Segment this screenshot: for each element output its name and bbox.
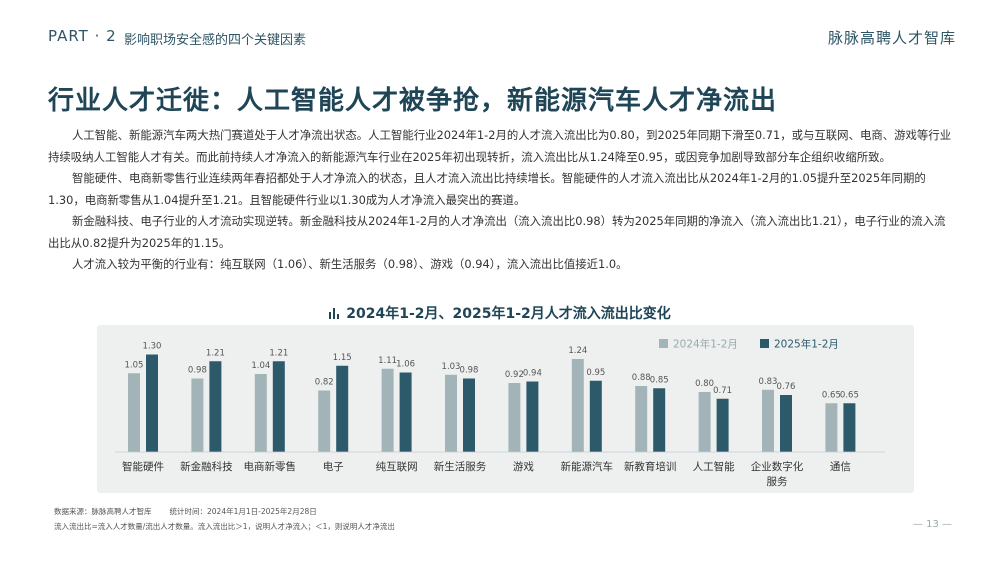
data-label: 0.80 [695, 379, 714, 389]
bar-2024 [762, 389, 774, 452]
data-label: 1.15 [333, 353, 352, 363]
category-label: 电商新零售 [244, 460, 296, 473]
bar-2024 [571, 359, 584, 452]
footnote-source-line: 数据来源：脉脉高聘人才智库 统计时间：2024年1月1日-2025年2月28日 [54, 506, 317, 517]
category-label: 新金融科技 [180, 460, 233, 473]
chart-panel: 1.05 1.30 智能硬件 0.98 1.21 新金融科技 1.04 1.21 电商新零售 0.… [97, 325, 914, 493]
bar-2025 [653, 388, 666, 452]
data-label: 1.03 [442, 362, 461, 372]
legend-swatch [760, 339, 769, 348]
page-title: 行业人才迁徙：人工智能人才被争抢，新能源汽车人才净流出 [48, 86, 778, 116]
bar-2024 [191, 378, 204, 452]
bar-2025 [843, 403, 856, 452]
data-label: 0.82 [315, 378, 334, 388]
category-label: 人工智能 [693, 460, 735, 473]
data-label: 1.21 [206, 348, 225, 358]
data-label: 0.85 [650, 375, 669, 385]
bar-2024 [128, 373, 140, 452]
data-label: 0.92 [505, 370, 524, 380]
page-header: PART · 2 影响职场安全感的四个关键因素 脉脉高聘人才智库 [0, 0, 1000, 64]
category-label: 新生活服务 [434, 460, 487, 473]
category-label: 通信 [830, 461, 851, 473]
category-label: 企业数字化 [751, 460, 804, 473]
data-label: 1.04 [251, 361, 270, 371]
bar-2025 [146, 354, 158, 452]
part-label: PART · 2 [48, 27, 117, 45]
bar-2025 [272, 361, 285, 452]
category-label: 纯互联网 [376, 460, 418, 473]
category-label: 新能源汽车 [561, 460, 614, 473]
category-label: 游戏 [513, 460, 534, 473]
paragraph: 人才流入较为平衡的行业有：纯互联网（1.06）、新生活服务（0.98）、游戏（0… [72, 257, 628, 271]
chart-title: 2024年1-2月、2025年1-2月人才流入流出比变化 [0, 303, 1000, 323]
data-label: 1.05 [125, 360, 144, 370]
data-label: 1.11 [378, 356, 397, 366]
bar-2025 [526, 381, 539, 452]
paragraph: 智能硬件、电商新零售行业连续两年春招都处于人才净流入的状态，且人才流入流出比持续… [48, 171, 926, 207]
paragraph: 新金融科技、电子行业的人才流动实现逆转。新金融科技从2024年1-2月的人才净流… [48, 214, 946, 250]
data-label: 1.21 [269, 348, 288, 358]
brand-name: 脉脉高聘人才智库 [827, 29, 956, 47]
bar-chart-icon [329, 307, 340, 323]
bar-2025 [209, 361, 222, 452]
bar-2025 [780, 395, 792, 452]
body-text: 人工智能、新能源汽车两大热门赛道处于人才净流出状态。人工智能行业2024年1-2… [48, 125, 953, 276]
paragraph: 人工智能、新能源汽车两大热门赛道处于人才净流出状态。人工智能行业2024年1-2… [48, 128, 952, 164]
bar-2025 [399, 372, 412, 452]
legend-swatch [659, 339, 668, 348]
bar-2024 [508, 383, 521, 452]
footnote-definition: 流入流出比=流入人才数量/流出人才数量。流入流出比＞1，说明人才净流入；＜1，则… [54, 522, 395, 531]
bar-2024 [698, 392, 711, 452]
bar-2025 [589, 380, 602, 452]
bar-2025 [716, 398, 729, 452]
bar-2024 [445, 374, 457, 452]
data-label: 0.76 [777, 382, 796, 392]
stat-period: 统计时间：2024年1月1日-2025年2月28日 [169, 507, 317, 516]
page-number: — 13 — [912, 519, 952, 530]
data-label: 0.88 [632, 373, 651, 383]
legend-label: 2024年1-2月 [673, 338, 738, 351]
bar-chart: 1.05 1.30 智能硬件 0.98 1.21 新金融科技 1.04 1.21 电商新零售 0.… [115, 338, 885, 488]
bar-2025 [336, 365, 349, 452]
data-source: 数据来源：脉脉高聘人才智库 [54, 507, 152, 516]
data-label: 1.30 [143, 342, 162, 352]
category-label: 新教育培训 [624, 460, 677, 473]
category-label: 智能硬件 [122, 460, 164, 473]
data-label: 0.98 [460, 366, 479, 376]
data-label: 0.65 [822, 390, 841, 400]
bar-2025 [463, 378, 475, 452]
category-label: 服务 [767, 475, 788, 488]
data-label: 0.71 [713, 386, 732, 396]
bar-2024 [825, 403, 838, 452]
data-label: 1.06 [396, 360, 415, 370]
chart-title-text: 2024年1-2月、2025年1-2月人才流入流出比变化 [346, 306, 671, 322]
data-label: 0.94 [523, 369, 542, 379]
data-label: 1.24 [568, 346, 587, 356]
section-subtitle: 影响职场安全感的四个关键因素 [124, 33, 307, 48]
bar-2024 [254, 374, 267, 452]
data-label: 0.65 [840, 390, 859, 400]
bar-2024 [318, 390, 331, 452]
data-label: 0.98 [188, 366, 207, 376]
category-label: 电子 [323, 460, 344, 473]
legend-label: 2025年1-2月 [774, 338, 839, 351]
data-label: 0.95 [586, 368, 605, 378]
data-label: 0.83 [759, 377, 778, 387]
bar-2024 [635, 386, 648, 452]
bar-2024 [381, 368, 394, 452]
